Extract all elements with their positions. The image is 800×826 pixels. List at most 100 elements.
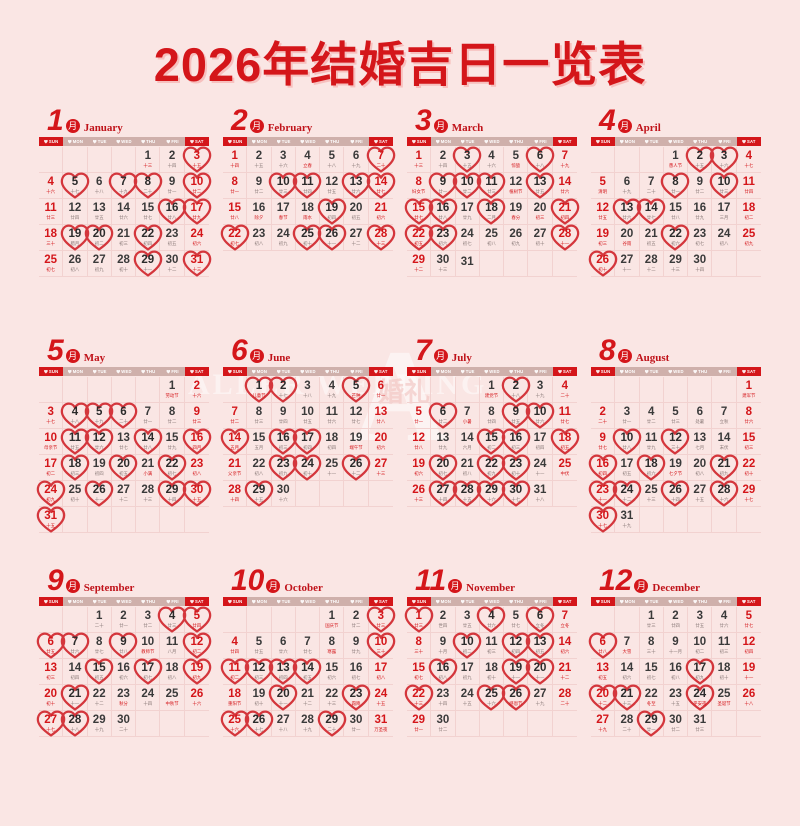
day-cell[interactable]: 25 中秋节 [160,685,185,711]
day-cell[interactable]: 22 初五 [404,223,433,251]
day-cell[interactable]: 28 十三 [136,481,161,507]
day-cell[interactable]: 26 初八 [63,251,88,277]
day-cell[interactable]: 22 初四 [133,223,163,251]
day-cell[interactable]: 21 初八 [455,455,480,481]
day-cell[interactable]: 3 十六 [271,147,296,173]
day-cell[interactable]: 16 初七 [344,659,369,685]
day-cell[interactable]: 10 廿二 [452,171,482,199]
day-cell[interactable]: 26 十三 [407,481,432,507]
day-cell[interactable]: 25 圣诞节 [712,685,737,711]
day-cell[interactable]: 16 初八 [428,657,458,685]
day-cell[interactable]: 6 十九 [344,147,369,173]
day-cell[interactable]: 28 二十 [615,711,640,737]
day-cell[interactable]: 2 二十 [591,403,616,429]
day-cell[interactable]: 2 十四 [431,147,456,173]
day-cell[interactable]: 7 十九 [552,147,577,173]
day-cell[interactable]: 14 末伏 [712,429,737,455]
day-cell[interactable]: 13 初四 [268,657,298,685]
day-cell[interactable]: 10 廿八 [612,427,642,455]
day-cell[interactable]: 20 初二 [84,223,114,251]
day-cell[interactable]: 11 廿三 [39,199,64,225]
day-cell[interactable]: 13 廿八 [368,403,393,429]
day-cell[interactable]: 25 十六 [477,683,506,711]
day-cell[interactable]: 23 十一 [588,479,617,507]
day-cell[interactable]: 2 廿一 [111,607,137,633]
day-cell[interactable]: 24 十二 [612,479,642,507]
day-cell[interactable]: 24 十一 [528,455,553,481]
day-cell[interactable]: 13 廿七 [111,429,137,455]
day-cell[interactable]: 13 廿六 [612,197,642,225]
day-cell[interactable]: 22 初六 [661,223,690,251]
day-cell[interactable]: 14 五月 [220,427,249,455]
day-cell[interactable]: 24 平安夜 [685,683,715,711]
day-cell[interactable]: 10 廿二 [182,171,212,199]
day-cell[interactable]: 21 初四 [550,197,580,225]
day-cell[interactable]: 6 十八 [87,173,112,199]
day-cell[interactable]: 8 廿七 [87,633,112,659]
day-cell[interactable]: 1 十三 [407,147,432,173]
day-cell[interactable]: 11 廿六 [320,403,345,429]
day-cell[interactable]: 30 十七 [588,505,617,533]
day-cell[interactable]: 6 十九 [615,173,640,199]
day-cell[interactable]: 23 霜降 [341,683,371,711]
day-cell[interactable]: 1 廿三 [639,607,664,633]
day-cell[interactable]: 11 初二 [220,657,249,685]
day-cell[interactable]: 16 初八 [663,659,689,685]
day-cell[interactable]: 25 初八 [479,225,505,251]
day-cell[interactable]: 21 初六 [368,199,393,225]
day-cell[interactable]: 5 廿三 [663,403,689,429]
day-cell[interactable]: 3 廿一 [615,403,640,429]
day-cell[interactable]: 4 十八 [60,401,90,429]
day-cell[interactable]: 26 十八 [736,685,761,711]
day-cell[interactable]: 30 二十 [111,711,137,737]
day-cell[interactable]: 5 廿五 [247,633,272,659]
day-cell[interactable]: 19 初六 [407,455,432,481]
day-cell[interactable]: 20 初八 [688,455,713,481]
day-cell[interactable]: 16 初三 [501,427,531,455]
day-cell[interactable]: 4 廿六 [712,607,737,633]
day-cell[interactable]: 7 立秋 [712,403,737,429]
day-cell[interactable]: 5 十九 [84,401,114,429]
day-cell[interactable]: 18 初五 [550,427,580,455]
day-cell[interactable]: 28 十二 [639,251,664,277]
day-cell[interactable]: 3 十八 [295,377,321,403]
day-cell[interactable]: 7 廿二 [223,403,248,429]
day-cell[interactable]: 29 十三 [663,251,689,277]
day-cell[interactable]: 15 初六 [320,659,345,685]
day-cell[interactable]: 3 十九 [528,377,553,403]
day-cell[interactable]: 4 廿四 [223,633,248,659]
day-cell[interactable]: 6 廿六 [271,633,296,659]
day-cell[interactable]: 20 初五 [344,199,369,225]
day-cell[interactable]: 4 立春 [295,147,321,173]
day-cell[interactable]: 18 初四 [320,429,345,455]
day-cell[interactable]: 13 初三 [39,659,64,685]
day-cell[interactable]: 5 清明 [591,173,616,199]
day-cell[interactable]: 17 初八 [368,659,393,685]
day-cell[interactable]: 8 妇女节 [407,173,432,199]
day-cell[interactable]: 15 初三 [736,429,761,455]
day-cell[interactable]: 4 十七 [736,147,761,173]
day-cell[interactable]: 17 初九 [455,659,480,685]
day-cell[interactable]: 1 愚人节 [663,147,689,173]
day-cell[interactable]: 30 廿二 [663,711,689,737]
day-cell[interactable]: 17 初二 [39,455,64,481]
day-cell[interactable]: 11 廿三 [477,171,506,199]
day-cell[interactable]: 9 廿一 [160,173,185,199]
day-cell[interactable]: 3 十七 [39,403,64,429]
day-cell[interactable]: 27 十二 [344,225,369,251]
day-cell[interactable]: 2 廿四 [663,607,689,633]
day-cell[interactable]: 19 初十 [247,685,272,711]
day-cell[interactable]: 18 三十 [39,225,64,251]
day-cell[interactable]: 18 初八 [160,659,185,685]
day-cell[interactable]: 14 初六 [615,659,640,685]
day-cell[interactable]: 14 六月 [455,429,480,455]
day-cell[interactable]: 23 初八 [247,225,272,251]
day-cell[interactable]: 15 廿八 [663,199,689,225]
day-cell[interactable]: 26 十一 [317,223,347,251]
day-cell[interactable]: 24 十四 [136,685,161,711]
day-cell[interactable]: 5 廿四 [182,605,212,633]
day-cell[interactable]: 9 廿七 [591,429,616,455]
day-cell[interactable]: 21 十一 [60,683,90,711]
day-cell[interactable]: 7 廿七 [295,633,321,659]
day-cell[interactable]: 8 二十 [133,171,163,199]
